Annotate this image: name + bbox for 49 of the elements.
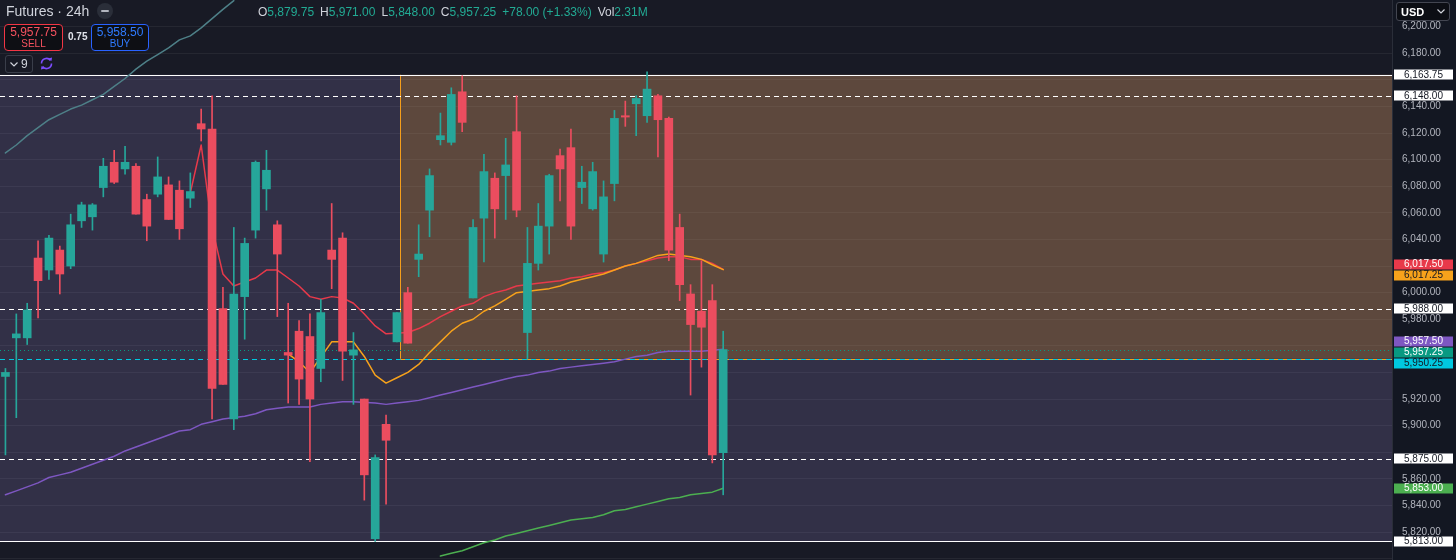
y-tick-label: 5,820.00 [1402,525,1442,537]
ref-line-label: 6,163.75 [1404,69,1444,81]
annotation: 5,848.00 [388,5,435,19]
ref-line-label: 5,950.25 [1404,357,1444,369]
chart-title: Futures · 24h [6,3,90,19]
annotation: 5,879.75 [267,5,315,19]
annotation: O [258,5,268,19]
collapse-button: 9 [5,55,33,73]
ref-line-label: 5,875.00 [1404,453,1444,465]
y-tick-label: 5,900.00 [1402,419,1442,431]
annotation: 5,971.00 [328,5,376,19]
ref-line-label: 5,988.00 [1404,303,1444,315]
y-tick-label: 6,100.00 [1402,153,1442,165]
annotation: H [320,5,329,19]
annotation: 2.31M [614,5,648,19]
annotation: BUY [109,37,131,50]
y-tick-label: 5,860.00 [1402,472,1442,484]
annotation: 0.75 [68,31,88,42]
annotation: 5,958.50 [96,24,144,39]
buy-button: 5,958.50 BUY [91,24,149,51]
annotation: Vol [597,5,615,19]
sell-button: 5,957.75 SELL [4,24,63,51]
y-tick-label: 5,980.00 [1402,312,1442,324]
annotation: 5,957.75 [10,24,57,39]
ref-line-label: 5,957.25 [1404,346,1444,358]
y-tick-label: 6,180.00 [1402,46,1442,58]
annotation: C [440,5,450,19]
y-tick-label: 6,140.00 [1402,100,1442,112]
annotation: +78.00 (+1.33%) [502,5,592,19]
y-tick-label: 6,040.00 [1402,233,1442,245]
annotation: SELL [21,37,46,50]
currency-dropdown: USD [1396,2,1450,21]
ref-line-label: 5,813.00 [1404,535,1444,547]
annotation: 5,957.25 [449,5,497,19]
candlestick [392,312,402,343]
annotation: L [381,5,389,19]
y-tick-label: 6,060.00 [1402,206,1442,218]
ref-line-label: 6,148.00 [1404,90,1444,102]
text: 6,017.50 [1404,258,1444,270]
text: 5,853.00 [1404,482,1444,494]
text: 6,017.25 [1404,269,1444,281]
y-tick-label: 6,200.00 [1402,20,1442,32]
y-tick-label: 6,120.00 [1402,126,1442,138]
text: 5,957.50 [1404,335,1444,347]
y-tick-label: 5,840.00 [1402,499,1442,511]
y-tick-label: 5,920.00 [1402,392,1442,404]
y-tick-label: 6,080.00 [1402,179,1442,191]
y-tick-label: 6,000.00 [1402,286,1442,298]
annotation: 9 [21,57,28,71]
